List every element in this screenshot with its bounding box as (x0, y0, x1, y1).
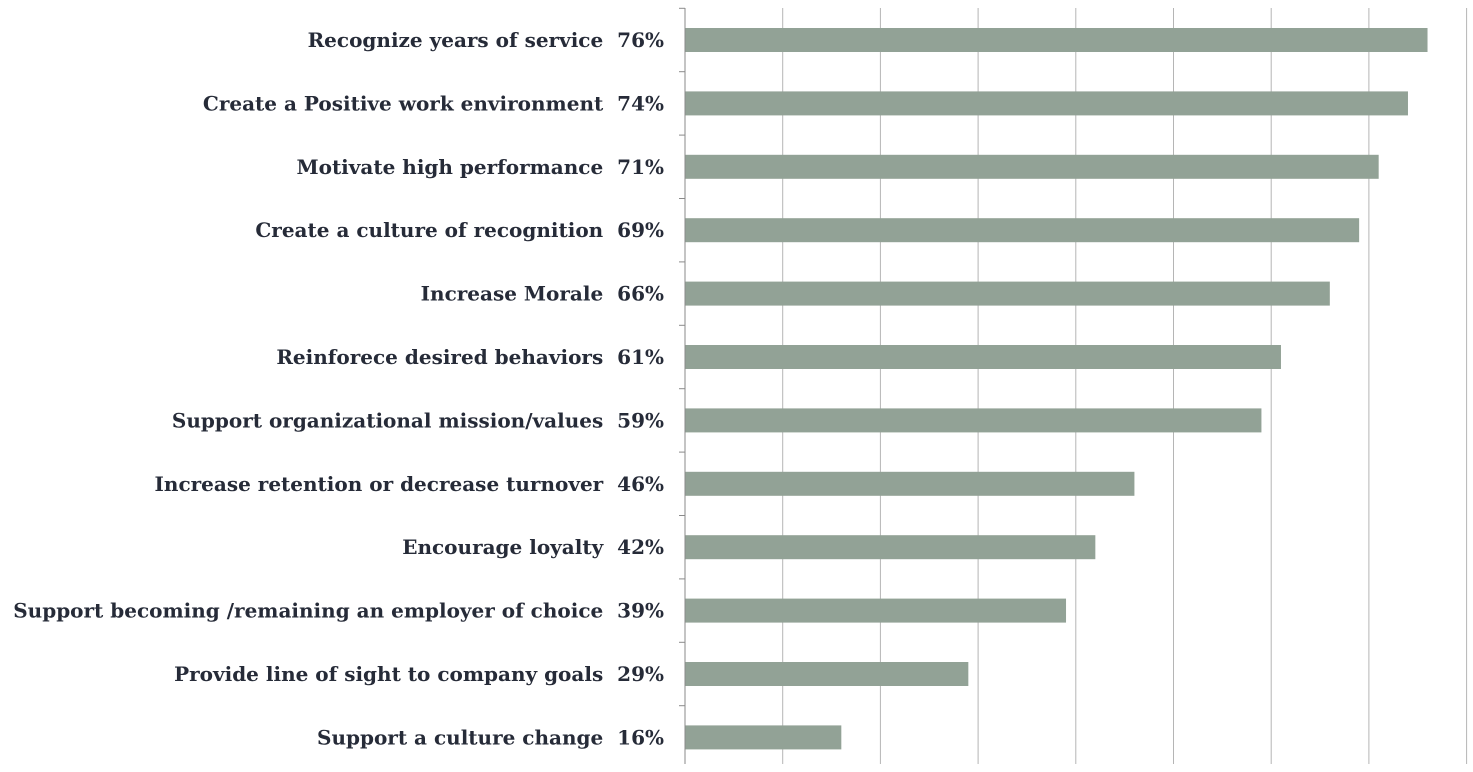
category-label: Recognize years of service 76% (308, 28, 664, 52)
bar (685, 28, 1428, 52)
value-label: 16% (617, 725, 664, 749)
category-name: Encourage loyalty (402, 535, 604, 559)
bars (685, 28, 1428, 750)
bar (685, 725, 842, 750)
bar (685, 91, 1408, 116)
category-name: Increase Morale (421, 282, 604, 306)
category-labels: Recognize years of service 76% Create a P… (13, 28, 664, 749)
category-label: Increase retention or decrease turnover … (155, 472, 664, 496)
value-label: 46% (617, 472, 664, 496)
value-label: 61% (617, 345, 664, 369)
bar (685, 154, 1379, 179)
category-name: Increase retention or decrease turnover (155, 472, 604, 496)
category-label: Support a culture change 16% (317, 725, 664, 749)
category-name: Support becoming /remaining an employer … (13, 599, 603, 623)
bar (685, 281, 1330, 306)
bar (685, 662, 969, 686)
category-name: Support a culture change (317, 725, 603, 749)
value-label: 71% (617, 155, 664, 179)
category-axis (679, 7, 686, 764)
category-name: Create a culture of recognition (255, 218, 603, 242)
category-name: Motivate high performance (296, 155, 603, 179)
category-label: Increase Morale 66% (421, 282, 664, 306)
value-label: 42% (617, 535, 664, 559)
value-label: 59% (617, 408, 664, 432)
category-name: Recognize years of service (308, 28, 604, 52)
category-name: Reinforece desired behaviors (276, 345, 603, 369)
gridlines (782, 8, 1468, 764)
value-label: 29% (617, 662, 664, 686)
bar (685, 408, 1262, 433)
category-name: Support organizational mission/values (172, 408, 603, 432)
bar (685, 345, 1281, 369)
category-label: Create a Positive work environment 74% (203, 91, 664, 115)
value-label: 39% (617, 599, 664, 623)
category-label: Reinforece desired behaviors 61% (276, 345, 664, 369)
value-label: 74% (617, 91, 664, 115)
category-label: Create a culture of recognition 69% (255, 218, 664, 242)
value-label: 69% (617, 218, 664, 242)
category-name: Create a Positive work environment (203, 91, 604, 115)
category-label: Support becoming /remaining an employer … (13, 599, 664, 623)
bar (685, 598, 1067, 623)
category-label: Encourage loyalty 42% (402, 535, 664, 559)
value-label: 76% (617, 28, 664, 52)
category-label: Motivate high performance 71% (296, 155, 664, 179)
category-name: Provide line of sight to company goals (174, 662, 603, 686)
category-label: Provide line of sight to company goals 2… (174, 662, 664, 686)
value-label: 66% (617, 282, 664, 306)
bar (685, 218, 1360, 243)
bar (685, 471, 1135, 496)
category-label: Support organizational mission/values 59… (172, 408, 664, 432)
bar (685, 535, 1096, 560)
